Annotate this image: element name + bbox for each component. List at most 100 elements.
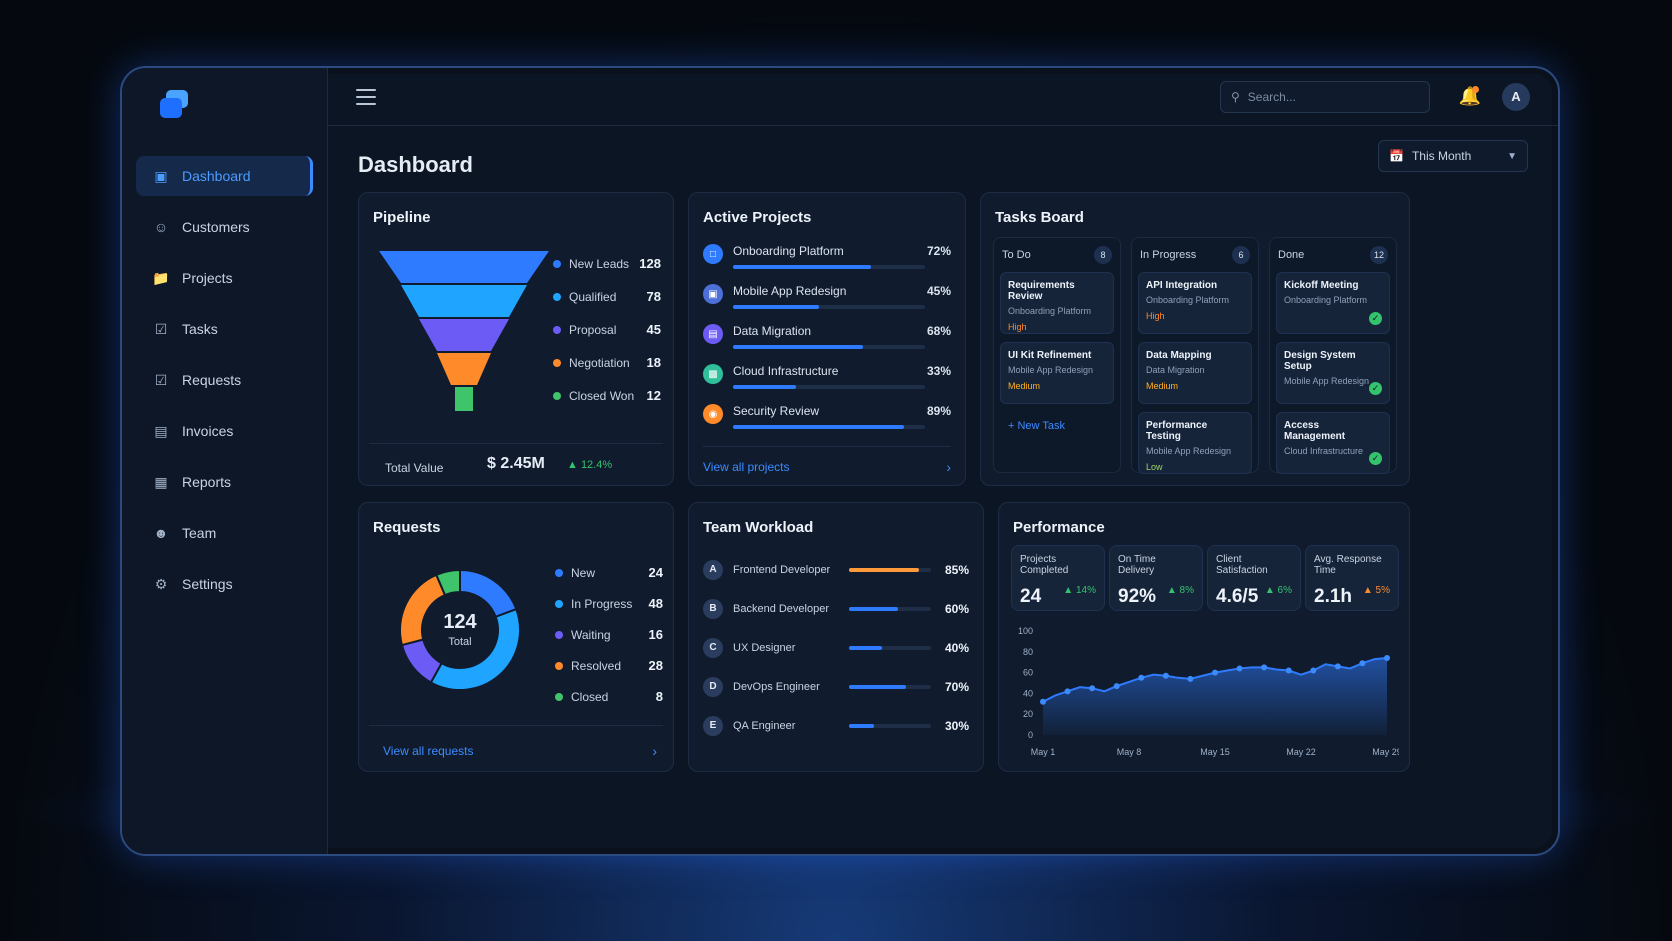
y-tick-label: 20	[1023, 709, 1033, 719]
project-progress-fill	[733, 385, 797, 389]
member-role: Backend Developer	[733, 602, 830, 615]
workload-row: B Backend Developer 60%	[703, 589, 969, 628]
view-all-projects-label: View all projects	[703, 460, 790, 474]
task-card[interactable]: UI Kit Refinement Mobile App Redesign Medi…	[1000, 342, 1114, 404]
member-role: QA Engineer	[733, 719, 796, 732]
project-progress-track	[733, 385, 925, 389]
task-card[interactable]: API Integration Onboarding Platform High	[1138, 272, 1252, 334]
y-tick-label: 0	[1028, 730, 1033, 740]
legend-dot	[553, 358, 561, 367]
project-row[interactable]: □ Onboarding Platform 72%	[703, 244, 951, 284]
project-icon: □	[703, 244, 723, 264]
project-row[interactable]: ▤ Data Migration 68%	[703, 324, 951, 364]
user-avatar[interactable]: A	[1502, 82, 1530, 111]
request-status-value: 28	[648, 658, 663, 673]
donut-slice	[459, 568, 518, 619]
view-all-requests-label: View all requests	[383, 744, 474, 758]
search-input[interactable]	[1247, 89, 1408, 104]
legend-dot	[555, 692, 563, 701]
funnel-stage	[401, 285, 527, 317]
legend-dot	[553, 325, 561, 334]
task-card[interactable]: Design System Setup Mobile App Redesign ✓	[1276, 342, 1390, 404]
notification-bell-icon[interactable]: 🔔	[1458, 85, 1482, 106]
project-row[interactable]: ◉ Security Review 89%	[703, 404, 951, 444]
gear-icon: ⚙	[154, 575, 168, 592]
stage-value: 18	[646, 355, 661, 370]
kpi-label: Client Satisfaction	[1216, 554, 1268, 576]
requests-legend-row: Waiting 16	[555, 619, 663, 650]
pipeline-legend-row: Negotiation 18	[553, 346, 661, 379]
task-card[interactable]: Data Mapping Data Migration Medium	[1138, 342, 1252, 404]
sidebar-item-reports[interactable]: ▦ Reports	[136, 462, 313, 502]
sidebar-item-tasks[interactable]: ☑ Tasks	[136, 309, 313, 349]
task-card[interactable]: Kickoff Meeting Onboarding Platform ✓	[1276, 272, 1390, 334]
task-title: API Integration	[1146, 280, 1218, 291]
notification-dot	[1472, 85, 1479, 93]
donut-slice	[435, 568, 461, 597]
requests-total-label: Total	[448, 636, 472, 648]
task-title: Performance Testing	[1146, 420, 1208, 442]
projects-list: □ Onboarding Platform 72% ▣ Mobile App Redes…	[703, 244, 951, 444]
x-tick-label: May 8	[1117, 747, 1142, 757]
sidebar-item-requests[interactable]: ☑ Requests	[136, 360, 313, 400]
project-icon: ▩	[703, 364, 723, 384]
requests-legend-row: New 24	[555, 557, 663, 588]
task-column-to-do: To Do 8 Requirements Review Onboarding Plat…	[993, 237, 1121, 473]
task-title: Access Management	[1284, 420, 1346, 442]
request-status-value: 24	[648, 565, 663, 580]
performance-point	[1138, 674, 1145, 681]
search-box[interactable]: ⚲	[1220, 80, 1430, 113]
sidebar-item-projects[interactable]: 📁 Projects	[136, 258, 313, 298]
member-avatar: C	[703, 637, 723, 658]
task-card[interactable]: Access Management Cloud Infrastructure ✓	[1276, 412, 1390, 474]
project-row[interactable]: ▣ Mobile App Redesign 45%	[703, 284, 951, 324]
sidebar-item-label: Projects	[182, 270, 233, 286]
project-percent: 45%	[926, 284, 951, 298]
project-name: Cloud Infrastructure	[733, 364, 839, 378]
donut-center: 124 Total	[385, 611, 535, 648]
performance-point	[1285, 667, 1292, 674]
total-change: ▲ 12.4%	[567, 459, 613, 471]
document-icon: ▤	[154, 422, 168, 439]
performance-point	[1310, 667, 1317, 674]
task-priority: Medium	[1008, 381, 1041, 391]
menu-icon[interactable]	[356, 88, 376, 105]
search-icon: ⚲	[1231, 89, 1240, 104]
column-name: Done	[1278, 249, 1305, 261]
task-card[interactable]: Requirements Review Onboarding Platform Hi…	[1000, 272, 1114, 334]
app-logo[interactable]	[160, 90, 190, 120]
x-tick-label: May 15	[1200, 747, 1230, 757]
sidebar-item-settings[interactable]: ⚙ Settings	[136, 564, 313, 604]
new-task-button[interactable]: + New Task	[1008, 420, 1065, 432]
sidebar-item-customers[interactable]: ☺ Customers	[136, 207, 313, 247]
dashboard-icon: ▣	[154, 167, 168, 184]
workload-card: Team Workload A Frontend Developer 85% B Bac…	[688, 502, 984, 772]
total-value: $ 2.45M	[487, 455, 545, 472]
column-name: In Progress	[1140, 249, 1197, 261]
check-icon: ✓	[1369, 312, 1382, 325]
sidebar-item-dashboard[interactable]: ▣ Dashboard	[136, 156, 313, 196]
sidebar-item-invoices[interactable]: ▤ Invoices	[136, 411, 313, 451]
view-all-requests-link[interactable]: View all requests ›	[383, 743, 657, 759]
member-role: UX Designer	[733, 641, 796, 654]
project-name: Data Migration	[733, 324, 812, 338]
sidebar-item-label: Invoices	[182, 423, 234, 439]
performance-chart: 100 80 60 40 20 0 May 1 May 8 May 15 May 22 May 29	[1018, 626, 1399, 757]
task-project: Mobile App Redesign	[1284, 376, 1370, 386]
sidebar-item-team[interactable]: ☻ Team	[136, 513, 313, 553]
total-value-label: Total Value	[385, 461, 444, 475]
stage-value: 78	[646, 289, 661, 304]
performance-area	[1043, 658, 1387, 735]
calendar-icon: 📅	[1389, 149, 1404, 163]
period-select[interactable]: 📅 This Month ▼	[1378, 140, 1528, 172]
project-progress-fill	[733, 305, 820, 309]
task-card[interactable]: Performance Testing Mobile App Redesign Lo…	[1138, 412, 1252, 474]
pipeline-legend: New Leads 128 Qualified 78 Proposal 45 Negotia…	[553, 247, 661, 412]
view-all-projects-link[interactable]: View all projects ›	[703, 459, 951, 475]
workload-track	[849, 684, 931, 689]
project-icon: ▤	[703, 324, 723, 344]
column-name: To Do	[1002, 249, 1031, 261]
project-row[interactable]: ▩ Cloud Infrastructure 33%	[703, 364, 951, 404]
performance-point	[1162, 672, 1169, 679]
request-status-label: Resolved	[571, 658, 622, 673]
